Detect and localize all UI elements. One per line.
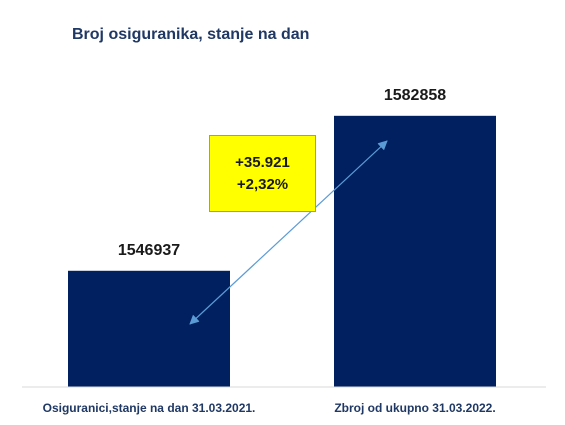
category-label-2021: Osiguranici,stanje na dan 31.03.2021.: [42, 401, 256, 415]
category-label-2022: Zbroj od ukupno 31.03.2022.: [334, 401, 496, 415]
change-callout: +35.921 +2,32%: [209, 135, 316, 212]
change-percent: +2,32%: [236, 175, 289, 193]
bar-2022: [334, 115, 496, 388]
growth-arrow: [189, 140, 388, 325]
change-absolute: +35.921: [235, 153, 290, 171]
chart-title: Broj osiguranika, stanje na dan: [72, 26, 310, 43]
data-label-2021: 1546937: [117, 241, 181, 259]
bar-2021: [68, 270, 230, 387]
data-label-2022: 1582858: [383, 86, 447, 104]
